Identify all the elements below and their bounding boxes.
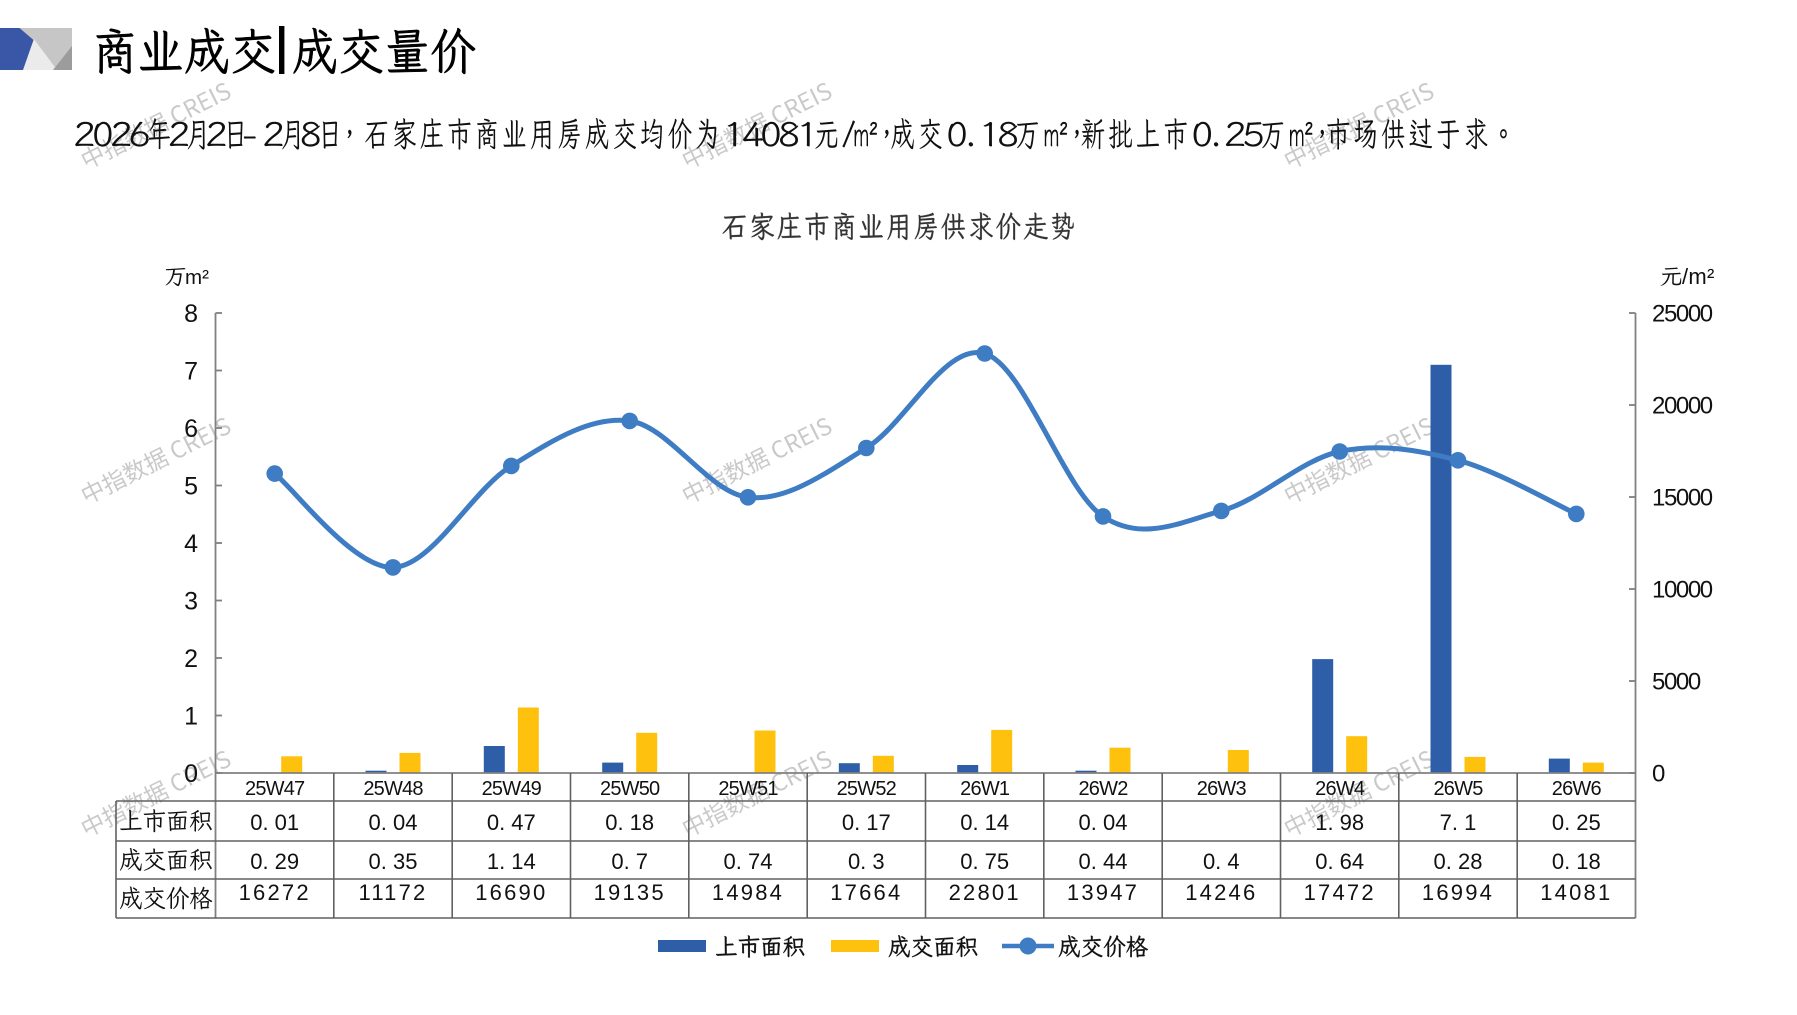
svg-text:5: 5 — [184, 473, 198, 501]
svg-text:0. 44: 0. 44 — [1079, 849, 1128, 874]
svg-text:1. 98: 1. 98 — [1315, 810, 1364, 835]
svg-text:0. 29: 0. 29 — [250, 849, 299, 874]
svg-text:0. 01: 0. 01 — [250, 810, 299, 835]
svg-text:/m²: /m² — [1682, 264, 1715, 289]
svg-text:0. 18: 0. 18 — [605, 810, 654, 835]
svg-text:25W52: 25W52 — [837, 778, 897, 800]
svg-text:0. 35: 0. 35 — [369, 849, 418, 874]
svg-text:3: 3 — [184, 588, 198, 616]
svg-text:0: 0 — [184, 760, 198, 788]
svg-text:16272: 16272 — [239, 880, 311, 905]
svg-text:25W51: 25W51 — [718, 778, 778, 800]
svg-text:15000: 15000 — [1652, 485, 1713, 512]
svg-text:0. 17: 0. 17 — [842, 810, 891, 835]
svg-text:0. 18: 0. 18 — [1552, 849, 1601, 874]
svg-text:26W1: 26W1 — [960, 778, 1010, 800]
svg-text:0. 7: 0. 7 — [611, 849, 648, 874]
svg-text:7: 7 — [184, 358, 198, 386]
svg-text:7. 1: 7. 1 — [1440, 810, 1477, 835]
svg-text:26W2: 26W2 — [1078, 778, 1128, 800]
svg-text:0. 4: 0. 4 — [1203, 849, 1240, 874]
svg-text:16690: 16690 — [475, 880, 547, 905]
svg-text:16994: 16994 — [1422, 880, 1494, 905]
svg-text:0. 28: 0. 28 — [1434, 849, 1483, 874]
svg-text:0. 25: 0. 25 — [1552, 810, 1601, 835]
svg-text:17664: 17664 — [830, 880, 902, 905]
svg-text:6: 6 — [184, 415, 198, 443]
svg-text:5000: 5000 — [1652, 669, 1701, 696]
svg-text:0. 04: 0. 04 — [1079, 810, 1128, 835]
svg-text:0. 47: 0. 47 — [487, 810, 536, 835]
svg-text:10000: 10000 — [1652, 577, 1713, 604]
svg-text:14081: 14081 — [1540, 880, 1612, 905]
svg-text:m²: m² — [185, 266, 209, 289]
svg-text:25W47: 25W47 — [245, 778, 305, 800]
svg-text:8: 8 — [184, 300, 198, 328]
svg-text:25000: 25000 — [1652, 301, 1713, 328]
svg-text:25W49: 25W49 — [482, 778, 542, 800]
svg-text:1. 14: 1. 14 — [487, 849, 536, 874]
svg-text:26W6: 26W6 — [1552, 778, 1602, 800]
svg-text:0. 64: 0. 64 — [1315, 849, 1364, 874]
svg-text:0: 0 — [1652, 761, 1665, 788]
svg-text:0. 14: 0. 14 — [960, 810, 1009, 835]
svg-text:19135: 19135 — [594, 880, 666, 905]
svg-text:26W5: 26W5 — [1433, 778, 1483, 800]
svg-text:0. 04: 0. 04 — [369, 810, 418, 835]
svg-text:4: 4 — [184, 530, 198, 558]
svg-text:26W4: 26W4 — [1315, 778, 1365, 800]
svg-text:13947: 13947 — [1067, 880, 1139, 905]
svg-text:25W50: 25W50 — [600, 778, 660, 800]
svg-text:0. 74: 0. 74 — [724, 849, 773, 874]
svg-text:26W3: 26W3 — [1197, 778, 1247, 800]
svg-text:22801: 22801 — [949, 880, 1021, 905]
svg-text:1: 1 — [184, 703, 198, 731]
svg-text:0. 75: 0. 75 — [960, 849, 1009, 874]
svg-text:14984: 14984 — [712, 880, 784, 905]
svg-text:17472: 17472 — [1304, 880, 1376, 905]
svg-text:25W48: 25W48 — [363, 778, 423, 800]
svg-text:14246: 14246 — [1185, 880, 1257, 905]
svg-text:2: 2 — [184, 645, 198, 673]
svg-text:20000: 20000 — [1652, 393, 1713, 420]
svg-text:0. 3: 0. 3 — [848, 849, 885, 874]
svg-text:11172: 11172 — [359, 880, 428, 905]
